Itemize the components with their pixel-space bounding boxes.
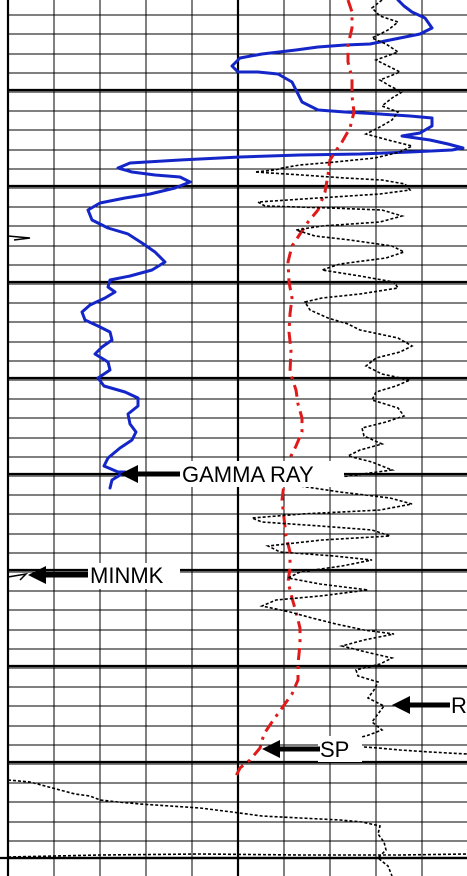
sp-label: SP — [320, 737, 349, 762]
sp-curve — [234, 0, 356, 777]
edge-tick-marks — [7, 235, 31, 581]
r-label: R — [451, 693, 467, 718]
gamma-ray-annotation: GAMMA RAY — [120, 461, 344, 487]
bottom-dotted-trace — [7, 853, 467, 858]
resistivity-deep-curve — [7, 779, 393, 876]
minmk-label: MINMK — [90, 563, 164, 588]
minmk-annotation: MINMK — [28, 563, 180, 589]
resistivity-curve — [251, 0, 467, 755]
sp-annotation: SP — [262, 736, 362, 762]
gamma-ray-curve — [80, 0, 465, 490]
resistivity-annotation: R — [392, 692, 467, 718]
gamma-ray-label: GAMMA RAY — [182, 462, 314, 487]
